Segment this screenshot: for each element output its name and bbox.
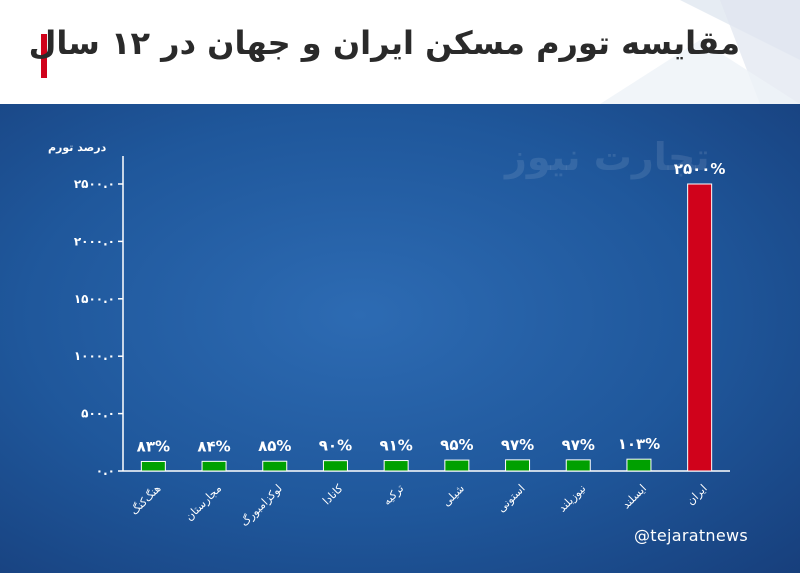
bar: [322, 460, 348, 472]
chart-panel: [0, 104, 800, 573]
chart-title: مقایسه تورم مسکن ایران و جهان در ۱۲ سال: [28, 24, 740, 62]
bar-value-label: ۹۰%: [319, 437, 352, 455]
x-tick-label: کانادا: [320, 481, 346, 507]
y-tick-label: ۰.۰: [96, 464, 115, 478]
bar-value-label: ۲۵۰۰%: [674, 160, 726, 178]
bar-value-label: ۸۴%: [197, 437, 230, 455]
bar-value-label: ۸۳%: [137, 437, 170, 455]
x-tick-label: ایران: [684, 482, 710, 508]
bar: [383, 460, 409, 472]
bar-value-label: ۹۱%: [379, 437, 412, 455]
y-tick-label: ۲۵۰۰.۰: [74, 177, 115, 191]
bar-value-label: ۹۵%: [440, 436, 473, 454]
bar: [626, 458, 652, 472]
bar: [505, 459, 531, 472]
x-tick-label: ایسلند: [620, 482, 649, 511]
x-tick-label: شیلی: [440, 482, 467, 509]
title-accent-bar: [41, 34, 47, 78]
header-decoration: [600, 0, 800, 104]
y-tick-label: ۱۵۰۰.۰: [74, 292, 115, 306]
y-tick-label: ۵۰۰.۰: [81, 407, 115, 421]
bar: [201, 460, 227, 472]
bar: [565, 459, 591, 472]
x-tick-label: لوکزامبورگ: [238, 482, 285, 529]
bar-value-label: ۱۰۳%: [618, 435, 661, 453]
bar: [140, 460, 166, 472]
social-handle: @tejaratnews: [633, 526, 748, 545]
bar: [262, 460, 288, 472]
watermark-logo: تجارت نیوز: [505, 135, 710, 179]
x-tick-label: مجارستان: [183, 482, 225, 524]
bar-value-label: ۹۷%: [501, 436, 534, 454]
y-axis-label: درصد تورم: [48, 141, 107, 154]
header: مقایسه تورم مسکن ایران و جهان در ۱۲ سال: [0, 0, 800, 104]
y-tick-label: ۲۰۰۰.۰: [74, 234, 115, 248]
bar: [444, 459, 470, 472]
x-tick-label: استونی: [495, 482, 528, 515]
bar-value-label: ۸۵%: [258, 437, 291, 455]
x-tick-label: ترکیه: [380, 482, 406, 508]
y-tick-label: ۱۰۰۰.۰: [74, 349, 115, 363]
bar: [687, 183, 713, 472]
bar-value-label: ۹۷%: [562, 436, 595, 454]
x-tick-label: هنگ‌کنگ: [128, 482, 164, 518]
x-tick-label: نیوزیلند: [556, 482, 589, 515]
